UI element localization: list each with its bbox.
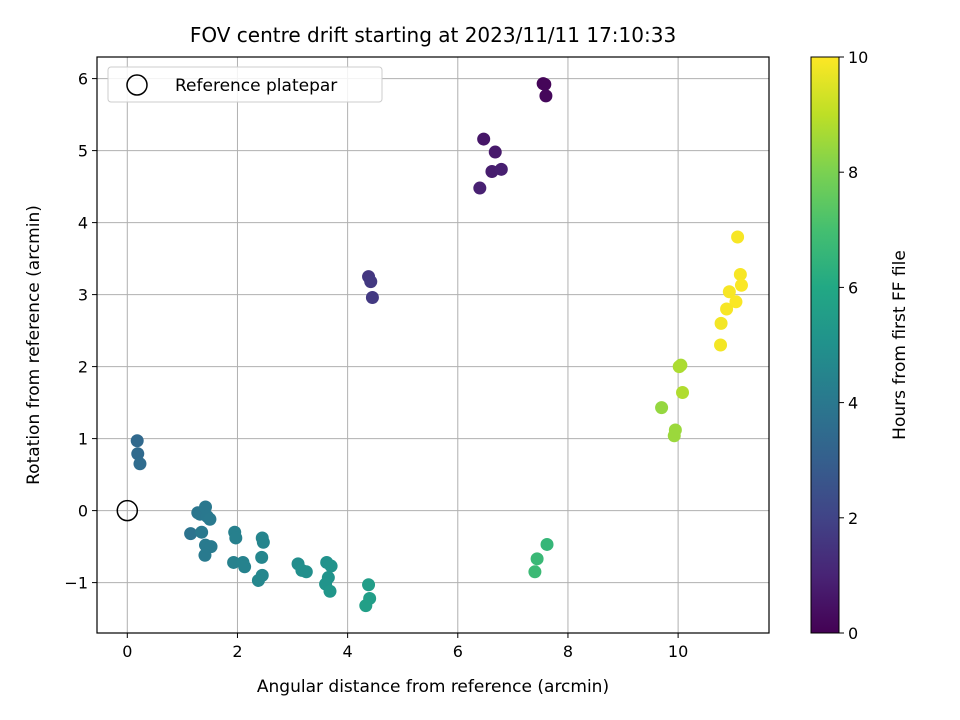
data-point — [198, 548, 212, 562]
data-point — [365, 290, 379, 304]
colorbar-tick-label: 0 — [848, 624, 858, 643]
x-tick-label: 4 — [343, 642, 353, 661]
data-point — [195, 525, 209, 539]
data-point — [672, 360, 686, 374]
colorbar-ticks: 0 2 4 6 8 10 — [839, 48, 868, 643]
legend-box — [107, 66, 383, 103]
data-point — [255, 550, 269, 564]
y-axis-label: Rotation from reference (arcmin) — [24, 205, 44, 485]
y-tick-label: 0 — [78, 502, 88, 521]
data-point — [714, 316, 728, 330]
data-point — [203, 512, 217, 526]
reference-point-marker — [116, 499, 139, 522]
data-point — [538, 77, 552, 91]
data-point — [733, 267, 747, 281]
y-tick-label: −1 — [64, 574, 88, 593]
colorbar — [810, 56, 840, 634]
x-tick-label: 8 — [563, 642, 573, 661]
data-point — [477, 132, 491, 146]
data-point — [720, 302, 734, 316]
x-tick-label: 2 — [232, 642, 242, 661]
x-tick-label: 10 — [668, 642, 688, 661]
data-point — [256, 535, 270, 549]
data-point — [227, 555, 241, 569]
data-point — [323, 584, 337, 598]
y-axis-ticks: −1 0 1 2 3 4 5 6 — [64, 70, 97, 593]
data-point — [731, 230, 745, 244]
x-axis-label: Angular distance from reference (arcmin) — [257, 677, 609, 697]
data-point — [299, 565, 313, 579]
reference-marker-group — [116, 499, 139, 522]
x-tick-label: 6 — [453, 642, 463, 661]
data-point — [473, 181, 487, 195]
x-tick-label: 0 — [122, 642, 132, 661]
colorbar-tick-label: 6 — [848, 278, 858, 297]
y-tick-label: 2 — [78, 358, 88, 377]
data-points — [130, 77, 748, 613]
data-point — [540, 537, 554, 551]
data-point — [229, 531, 243, 545]
data-point — [714, 338, 728, 352]
data-point — [364, 275, 378, 289]
plot-frame — [96, 56, 770, 634]
data-point — [667, 429, 681, 443]
data-point — [238, 560, 252, 574]
data-point — [133, 457, 147, 471]
data-point — [539, 89, 553, 103]
data-point — [131, 447, 145, 461]
data-point — [722, 285, 736, 299]
data-point — [130, 434, 144, 448]
data-point — [676, 386, 690, 400]
data-point — [528, 565, 542, 579]
data-point — [362, 578, 376, 592]
chart-title: FOV centre drift starting at 2023/11/11 … — [190, 23, 676, 47]
y-tick-label: 6 — [78, 70, 88, 89]
data-point — [494, 162, 508, 176]
colorbar-tick-label: 8 — [848, 163, 858, 182]
data-point — [488, 145, 502, 159]
legend-label-reference: Reference platepar — [175, 76, 337, 96]
legend-marker-reference — [126, 74, 148, 96]
colorbar-label: Hours from first FF file — [890, 250, 910, 440]
x-axis-ticks: 0 2 4 6 8 10 — [122, 633, 688, 661]
data-point — [184, 527, 198, 541]
data-point — [530, 552, 544, 566]
colorbar-tick-label: 2 — [848, 509, 858, 528]
data-point — [359, 599, 373, 613]
data-point — [251, 573, 265, 587]
data-point — [734, 278, 748, 292]
y-tick-label: 4 — [78, 214, 88, 233]
y-tick-label: 1 — [78, 430, 88, 449]
colorbar-tick-label: 4 — [848, 394, 858, 413]
y-tick-label: 3 — [78, 286, 88, 305]
data-point — [655, 401, 669, 415]
data-point — [324, 559, 338, 573]
data-point — [729, 295, 743, 309]
y-tick-label: 5 — [78, 142, 88, 161]
colorbar-tick-label: 10 — [848, 48, 868, 67]
legend: Reference platepar — [107, 66, 383, 103]
